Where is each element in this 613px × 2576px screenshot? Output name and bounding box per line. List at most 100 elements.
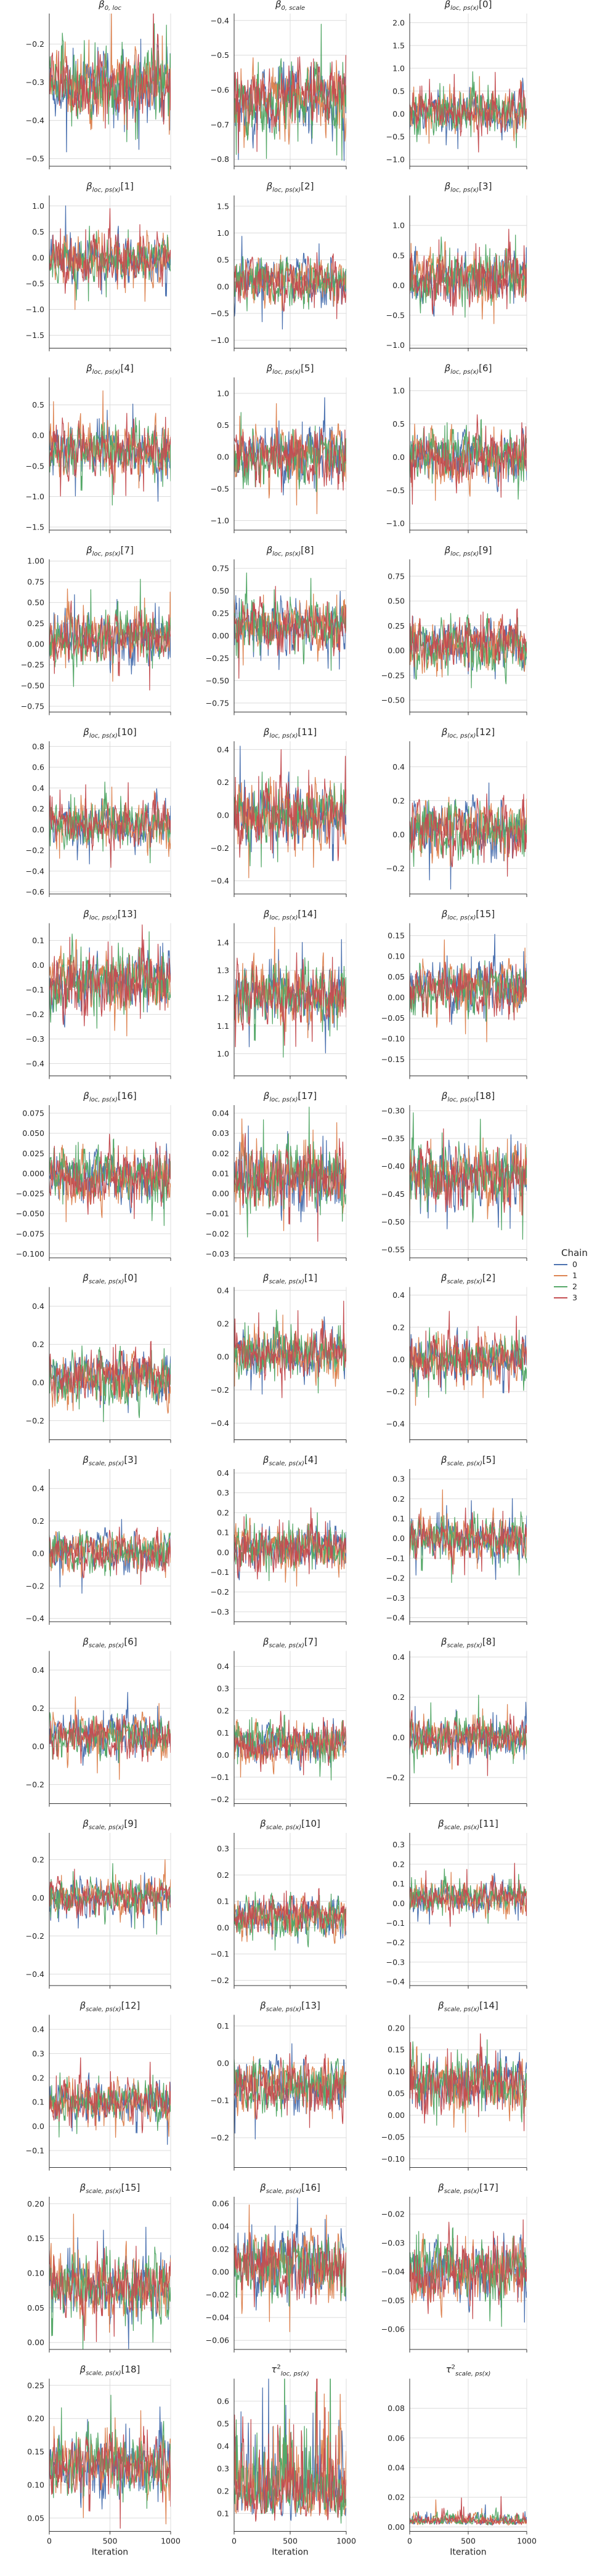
y-tick-label: 0.06 [212,2199,229,2208]
y-tick-label: −0.04 [206,2313,229,2322]
y-tick-label: −0.15 [381,1055,405,1064]
trace-panel: −0.4 −0.2 0.0 0.2 0.4 βloc, ps(x)[11] [211,727,347,897]
trace-panel: 0.05 0.10 0.15 0.20 0.25 βscale, ps(x)[18] 0 50… [27,2364,181,2558]
trace-panel: −0.50 −0.25 0.00 0.25 0.50 0.75 βloc, ps(x)[9] [381,545,527,715]
y-tick-label: −0.2 [211,2133,229,2143]
chain-trace-2 [410,1112,527,1240]
y-tick-label: −0.3 [386,1957,405,1966]
trace-panel: −0.2 0.0 0.2 0.4 βscale, ps(x)[8] [386,1636,527,1807]
y-tick-label: 0.5 [392,251,405,260]
panel-title: βloc, ps(x)[17] [263,1090,317,1103]
y-tick-label: −0.4 [26,1059,44,1068]
y-tick-label: −0.2 [211,1385,229,1395]
x-axis-label: Iteration [272,2548,308,2558]
y-tick-label: −0.4 [211,876,229,885]
chain-trace-3 [49,1869,171,1921]
y-tick-label: 0.2 [217,1870,229,1880]
trace-panel: −0.15 −0.10 −0.05 0.00 0.05 0.10 0.15 βloc, ps(… [381,909,527,1079]
y-tick-label: 0.00 [388,646,405,655]
panel-title: βscale, ps(x)[3] [82,1454,137,1467]
panel-title: βloc, ps(x)[15] [441,909,495,922]
y-tick-label: 0.75 [388,571,405,581]
panel-title: τ2loc, ps(x) [271,2364,309,2378]
panel-title: βscale, ps(x)[6] [82,1636,137,1649]
y-tick-label: 0.5 [392,419,405,429]
y-tick-label: −0.35 [381,1134,405,1143]
y-tick-label: 0.4 [32,1302,44,1311]
chain-trace-3 [410,414,527,505]
y-tick-label: −0.2 [211,1976,229,1985]
trace-panel: −0.10 −0.05 0.00 0.05 0.10 0.15 0.20 βscale, ps… [381,2000,527,2171]
panel-title: βscale, ps(x)[11] [437,1818,498,1831]
y-tick-label: 0.075 [22,1109,44,1118]
y-tick-label: 0.2 [217,778,229,787]
y-tick-label: 0.0 [217,282,229,291]
y-tick-label: 0.0 [392,281,405,290]
chain-trace-2 [49,23,171,142]
y-tick-label: 0.4 [217,2441,229,2450]
y-tick-label: 0.1 [392,1514,405,1523]
y-tick-label: 0.3 [217,1488,229,1497]
legend-label: 0 [572,1260,577,1269]
y-tick-label: 0.05 [27,2303,44,2312]
y-tick-label: 0.5 [217,421,229,430]
y-tick-label: 0.0 [217,453,229,462]
chain-trace-2 [234,1891,346,1951]
chain-trace-2 [410,419,527,500]
y-tick-label: −0.2 [386,1938,405,1947]
y-tick-label: −1.0 [211,336,229,345]
y-tick-label: 0.15 [27,2447,44,2457]
y-tick-label: 0.03 [212,1129,229,1138]
y-tick-label: 0.3 [217,1684,229,1693]
chain-trace-3 [234,586,346,679]
y-tick-label: −0.4 [386,1977,405,1986]
legend: Chain 0 1 2 3 [554,1247,588,1302]
y-tick-label: 0.4 [32,1484,44,1493]
y-tick-label: 0.04 [388,2463,405,2472]
y-tick-label: 0.0 [32,2122,44,2131]
trace-panel: −0.06 −0.05 −0.04 −0.03 −0.02 βscale, ps(x)[1… [381,2182,527,2353]
y-tick-label: −0.1 [211,1773,229,1782]
trace-panel: −0.75 −0.50 −0.25 0.00 0.25 0.50 0.75 1.00 βloc,… [21,545,171,715]
panel-title: βscale, ps(x)[16] [259,2182,320,2195]
chain-trace-3 [234,1133,346,1242]
y-tick-label: −0.75 [206,698,229,707]
chain-trace-3 [234,2378,346,2522]
y-tick-label: −0.2 [26,1416,44,1425]
y-tick-label: 1.0 [392,221,405,230]
y-tick-label: 0.75 [27,577,44,586]
panel-title: βscale, ps(x)[13] [259,2000,320,2013]
y-tick-label: −1.0 [386,340,405,350]
y-tick-label: 0.75 [212,564,229,573]
y-tick-label: −0.2 [211,1795,229,1804]
chain-trace-3 [234,2053,346,2128]
trace-panel: −0.03 −0.02 −0.01 0.00 0.01 0.02 0.03 0.04 βloc,… [206,1090,347,1261]
y-tick-label: −0.05 [381,2132,405,2141]
trace-panel: 1.0 1.1 1.2 1.3 1.4 βloc, ps(x)[14] [217,909,347,1079]
y-tick-label: −0.3 [26,78,44,87]
y-tick-label: 2.0 [392,18,405,27]
y-tick-label: 0.2 [392,1693,405,1702]
trace-panel: 0.00 0.02 0.04 0.06 0.08 τ2scale, ps(x) 0 500 10… [388,2364,537,2558]
y-tick-label: 0.25 [27,2381,44,2390]
panel-title: βscale, ps(x)[10] [259,1818,320,1831]
chain-trace-2 [410,960,527,1022]
y-tick-label: 1.2 [217,994,229,1003]
chain-trace-3 [49,413,171,497]
trace-panel: −0.55 −0.50 −0.45 −0.40 −0.35 −0.30 βloc, ps(x… [381,1090,527,1261]
trace-panel: −0.2 −0.1 0.0 0.1 0.2 0.3 0.4 βscale, ps(x)[7] [211,1636,347,1807]
y-tick-label: 0.50 [388,597,405,606]
y-tick-label: 1.4 [217,938,229,948]
chain-trace-3 [234,2232,346,2308]
chain-trace-2 [49,2246,171,2349]
chain-trace-3 [234,252,346,320]
y-tick-label: −0.25 [206,653,229,662]
trace-panel: −0.6 −0.4 −0.2 0.0 0.2 0.4 0.6 0.8 βloc, ps(x)[1… [26,727,171,897]
chain-trace-3 [410,71,527,153]
y-tick-label: −0.5 [26,279,44,288]
y-tick-label: −0.55 [381,1245,405,1254]
y-tick-label: 0.0 [217,2059,229,2068]
y-tick-label: −0.2 [386,1574,405,1583]
chain-trace-3 [49,1526,171,1585]
